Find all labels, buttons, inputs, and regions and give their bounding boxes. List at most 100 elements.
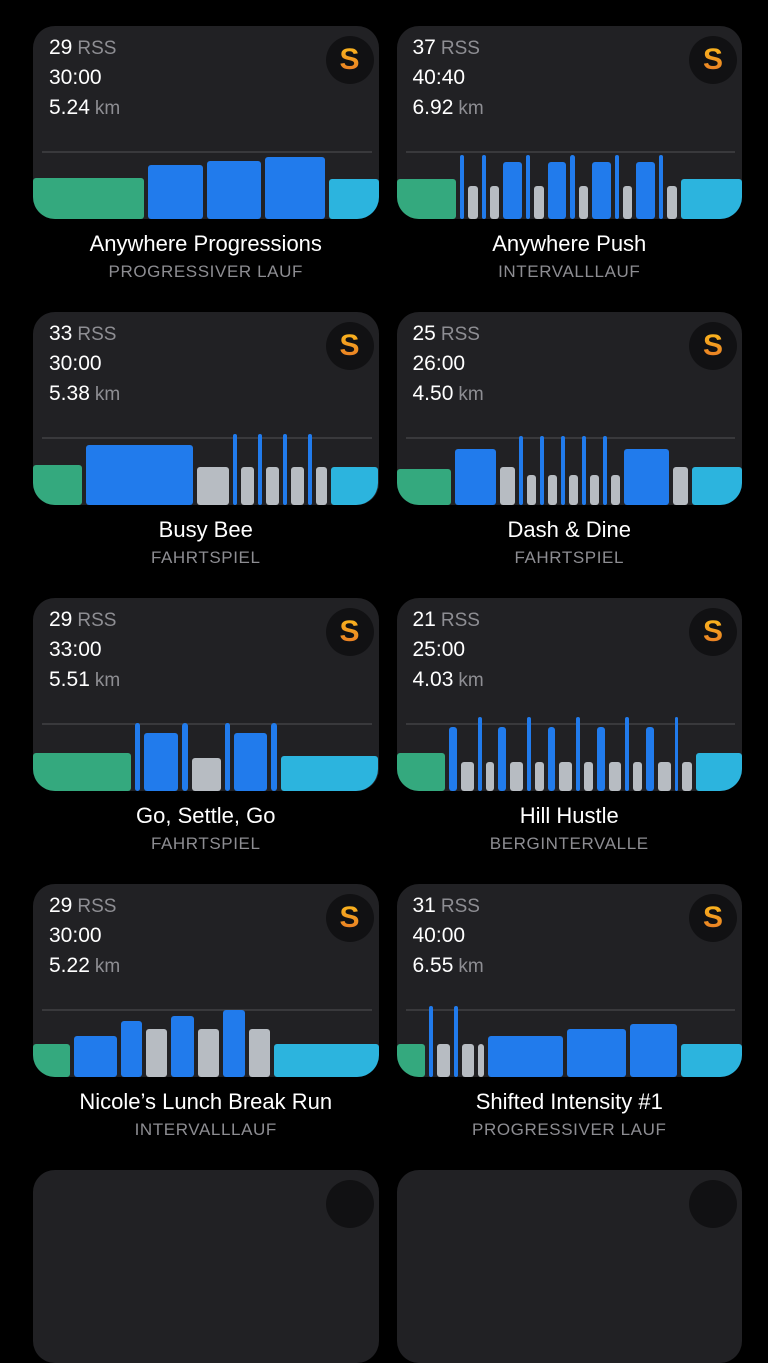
chart-segment-blue xyxy=(503,162,523,219)
chart-segment-gray xyxy=(584,761,593,791)
chart-segment-blue xyxy=(85,444,194,505)
rss-unit: RSS xyxy=(440,38,480,59)
chart-segment-blue xyxy=(207,160,262,219)
chart-segment-blue xyxy=(540,435,545,505)
chart-segment-gray xyxy=(266,466,279,505)
distance-value: 5.24 xyxy=(49,96,90,119)
stryd-logo-badge: S xyxy=(689,608,737,656)
distance-value: 5.51 xyxy=(49,668,90,691)
workout-card[interactable]: 29 RSS 33:00 5.51 km S xyxy=(33,598,379,791)
workout-type: FAHRTSPIEL xyxy=(150,548,261,567)
rss-unit: RSS xyxy=(77,610,117,631)
rss-value: 29 xyxy=(49,36,73,59)
distance-value: 5.38 xyxy=(49,382,90,405)
distance-line: 5.38 km xyxy=(49,379,120,409)
workout-stats: 37 RSS 40:40 6.92 km xyxy=(413,33,484,123)
chart-segment-green xyxy=(396,752,446,791)
chart-segment-cyan xyxy=(691,466,742,505)
chart-segment-cyan xyxy=(680,1044,742,1077)
chart-segment-blue xyxy=(234,732,268,791)
duration-line: 26:00 xyxy=(413,349,484,379)
chart-segment-cyan xyxy=(680,179,742,219)
chart-segment-gray xyxy=(468,186,478,219)
rss-line: 21 RSS xyxy=(413,605,484,635)
chart-segment-green xyxy=(33,464,82,505)
workout-card[interactable]: 29 RSS 30:00 5.22 km S xyxy=(33,884,379,1077)
chart-segment-blue xyxy=(147,164,204,219)
distance-unit: km xyxy=(94,384,121,405)
rss-value: 33 xyxy=(49,322,73,345)
rss-line: 25 RSS xyxy=(413,319,484,349)
chart-segment-blue xyxy=(481,154,486,219)
chart-segment-cyan xyxy=(696,752,743,791)
stryd-logo-badge: S xyxy=(325,36,374,84)
rss-unit: RSS xyxy=(77,896,117,917)
workout-card[interactable]: 21 RSS 25:00 4.03 km S xyxy=(396,598,743,791)
chart-segment-gray xyxy=(657,761,671,791)
stryd-s-icon: S xyxy=(702,329,723,362)
distance-unit: km xyxy=(458,670,484,691)
chart-segment-blue xyxy=(630,1024,677,1077)
stryd-s-icon: S xyxy=(339,329,360,362)
workout-stats: 21 RSS 25:00 4.03 km xyxy=(413,605,484,695)
chart-segment-gray xyxy=(608,761,622,791)
chart-segment-gray xyxy=(682,761,693,791)
stryd-logo-badge: S xyxy=(689,36,737,84)
rss-value: 37 xyxy=(412,36,436,59)
chart-segment-blue xyxy=(477,717,482,791)
distance-line: 4.03 km xyxy=(413,665,484,695)
workout-card[interactable]: 31 RSS 40:00 6.55 km S xyxy=(396,884,742,1077)
chart-segment-gray xyxy=(527,475,537,505)
rss-unit: RSS xyxy=(440,610,480,631)
workout-title: Go, Settle, Go xyxy=(136,803,276,828)
duration-value: 33:00 xyxy=(49,638,102,661)
workout-cell: 31 RSS 40:00 6.55 km S Shifted Intensity… xyxy=(396,884,742,1141)
workout-title: Dash & Dine xyxy=(507,517,631,542)
chart-segment-gray xyxy=(611,475,621,505)
chart-segment-cyan xyxy=(274,1044,379,1077)
distance-value: 5.22 xyxy=(49,954,90,977)
chart-segment-blue xyxy=(171,1015,195,1077)
chart-segment-blue xyxy=(576,717,581,791)
chart-segment-gray xyxy=(559,761,573,791)
workout-intensity-chart xyxy=(33,153,379,219)
workout-stats: 29 RSS 30:00 5.24 km xyxy=(49,33,120,123)
duration-value: 40:40 xyxy=(412,66,466,89)
chart-segment-gray xyxy=(316,466,327,505)
workout-cell: 29 RSS 30:00 5.22 km S Nicole’s Lunch Br… xyxy=(33,884,379,1141)
chart-segment-blue xyxy=(453,1006,458,1077)
workout-type: FAHRTSPIEL xyxy=(514,548,625,567)
stryd-s-icon: S xyxy=(339,901,360,934)
duration-line: 30:00 xyxy=(49,921,120,951)
chart-segment-blue xyxy=(526,154,531,219)
workout-card[interactable]: 33 RSS 30:00 5.38 km S xyxy=(33,312,379,505)
workout-intensity-chart xyxy=(396,435,743,505)
workout-card[interactable]: 29 RSS 30:00 5.24 km S xyxy=(33,26,379,219)
rss-line: 29 RSS xyxy=(49,605,120,635)
chart-segment-blue xyxy=(570,154,575,219)
chart-segment-blue xyxy=(429,1006,434,1077)
rss-unit: RSS xyxy=(440,896,480,917)
workout-intensity-chart xyxy=(33,1009,379,1077)
stryd-s-icon: S xyxy=(339,615,360,648)
rss-unit: RSS xyxy=(77,324,117,345)
workout-card[interactable]: 25 RSS 26:00 4.50 km S xyxy=(396,312,743,505)
stryd-logo-badge xyxy=(325,1180,374,1228)
workout-card-partial[interactable] xyxy=(33,1170,379,1363)
workout-card-partial[interactable] xyxy=(396,1170,742,1363)
workout-cell: 37 RSS 40:40 6.92 km S Anywhere Push INT… xyxy=(396,26,742,283)
distance-unit: km xyxy=(94,670,121,691)
duration-value: 30:00 xyxy=(49,924,102,947)
chart-baseline-divider xyxy=(405,437,735,439)
chart-segment-gray xyxy=(569,475,579,505)
chart-segment-gray xyxy=(249,1029,271,1077)
rss-unit: RSS xyxy=(440,324,480,345)
duration-line: 30:00 xyxy=(49,349,120,379)
workout-card[interactable]: 37 RSS 40:40 6.92 km S xyxy=(396,26,742,219)
rss-line: 33 RSS xyxy=(49,319,120,349)
distance-unit: km xyxy=(458,98,484,119)
chart-segment-green xyxy=(396,468,451,505)
chart-baseline-divider xyxy=(42,723,372,725)
workout-cell: 21 RSS 25:00 4.03 km S Hill Hustle BERGI… xyxy=(396,598,743,855)
chart-segment-gray xyxy=(485,761,495,791)
